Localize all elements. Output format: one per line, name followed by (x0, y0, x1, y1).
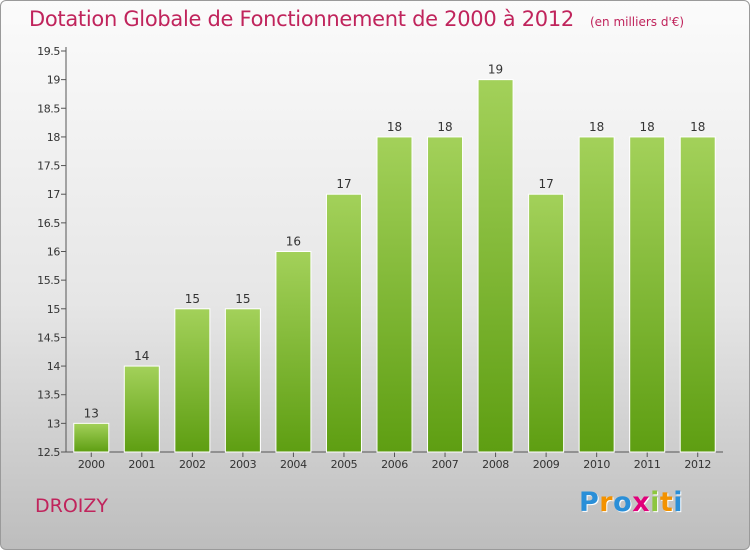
bar-2011 (629, 136, 666, 453)
proxiti-logo: Proxiti (579, 487, 683, 518)
bar-2012 (679, 136, 716, 453)
bar-value-label: 17 (538, 177, 553, 191)
logo-letter: t (659, 487, 674, 518)
y-tick-label: 16.5 (37, 217, 60, 230)
bar-2001 (123, 365, 160, 453)
y-tick-label: 14 (47, 360, 61, 373)
bar-2010 (578, 136, 615, 453)
chart-bars: 13 14 15 15 16 17 18 18 19 17 18 18 18 (73, 63, 716, 453)
chart-title-text: Dotation Globale de Fonctionnement de 20… (29, 7, 574, 31)
y-tick-label: 18 (47, 131, 61, 144)
y-tick-label: 15 (47, 303, 61, 316)
logo-letter: o (613, 487, 633, 518)
x-tick-label: 2005 (331, 458, 358, 471)
chart-subtitle: (en milliers d'€) (589, 15, 685, 29)
bar-value-label: 17 (336, 177, 351, 191)
y-tick-label: 19 (47, 74, 61, 87)
bar-value-label: 15 (185, 292, 200, 306)
x-tick-label: 2009 (533, 458, 560, 471)
chart-title: Dotation Globale de Fonctionnement de 20… (29, 7, 684, 31)
bar-2008 (477, 79, 514, 453)
x-tick-label: 2011 (634, 458, 661, 471)
bar-2005 (325, 193, 362, 453)
bar-value-label: 15 (235, 292, 250, 306)
x-tick-label: 2006 (381, 458, 408, 471)
y-tick-label: 18.5 (37, 102, 60, 115)
y-tick-label: 12.5 (37, 446, 60, 459)
x-tick-label: 2002 (179, 458, 206, 471)
bar-value-label: 18 (437, 120, 452, 134)
y-tick-label: 15.5 (37, 274, 60, 287)
x-tick-label: 2000 (78, 458, 105, 471)
y-tick-label: 19.5 (37, 45, 60, 58)
bar-2009 (528, 193, 565, 453)
y-tick-label: 14.5 (37, 331, 60, 344)
x-tick-label: 2007 (432, 458, 459, 471)
x-tick-label: 2003 (229, 458, 256, 471)
bar-2004 (275, 251, 312, 453)
bar-value-label: 18 (387, 120, 402, 134)
logo-letter: P (579, 487, 600, 518)
bar-value-label: 13 (84, 406, 99, 420)
bar-2007 (427, 136, 464, 453)
chart-axes: 12.5 13 13.5 14 14.5 15 15.5 16 16.5 17 17.5 18 18.5… (37, 45, 723, 471)
y-tick-label: 17 (47, 188, 61, 201)
x-tick-label: 2001 (128, 458, 155, 471)
bar-value-label: 14 (134, 349, 149, 363)
bar-2006 (376, 136, 413, 453)
y-tick-label: 13 (47, 417, 61, 430)
logo-letter: i (673, 487, 684, 518)
bar-2000 (73, 422, 110, 453)
bar-value-label: 18 (589, 120, 604, 134)
x-tick-label: 2004 (280, 458, 307, 471)
logo-letter: i (650, 487, 660, 518)
commune-name: DROIZY (35, 495, 109, 517)
bar-2003 (224, 308, 261, 453)
y-tick-label: 13.5 (37, 389, 60, 402)
logo-letter: r (599, 487, 614, 518)
y-tick-label: 17.5 (37, 160, 60, 173)
bar-value-label: 18 (690, 120, 705, 134)
x-tick-label: 2008 (482, 458, 509, 471)
x-tick-label: 2010 (583, 458, 610, 471)
bar-2002 (174, 308, 211, 453)
bar-value-label: 16 (286, 235, 301, 249)
bar-value-label: 18 (640, 120, 655, 134)
x-tick-label: 2012 (684, 458, 711, 471)
bar-value-label: 19 (488, 63, 503, 77)
logo-letter: x (632, 487, 651, 518)
y-tick-label: 16 (47, 246, 61, 259)
